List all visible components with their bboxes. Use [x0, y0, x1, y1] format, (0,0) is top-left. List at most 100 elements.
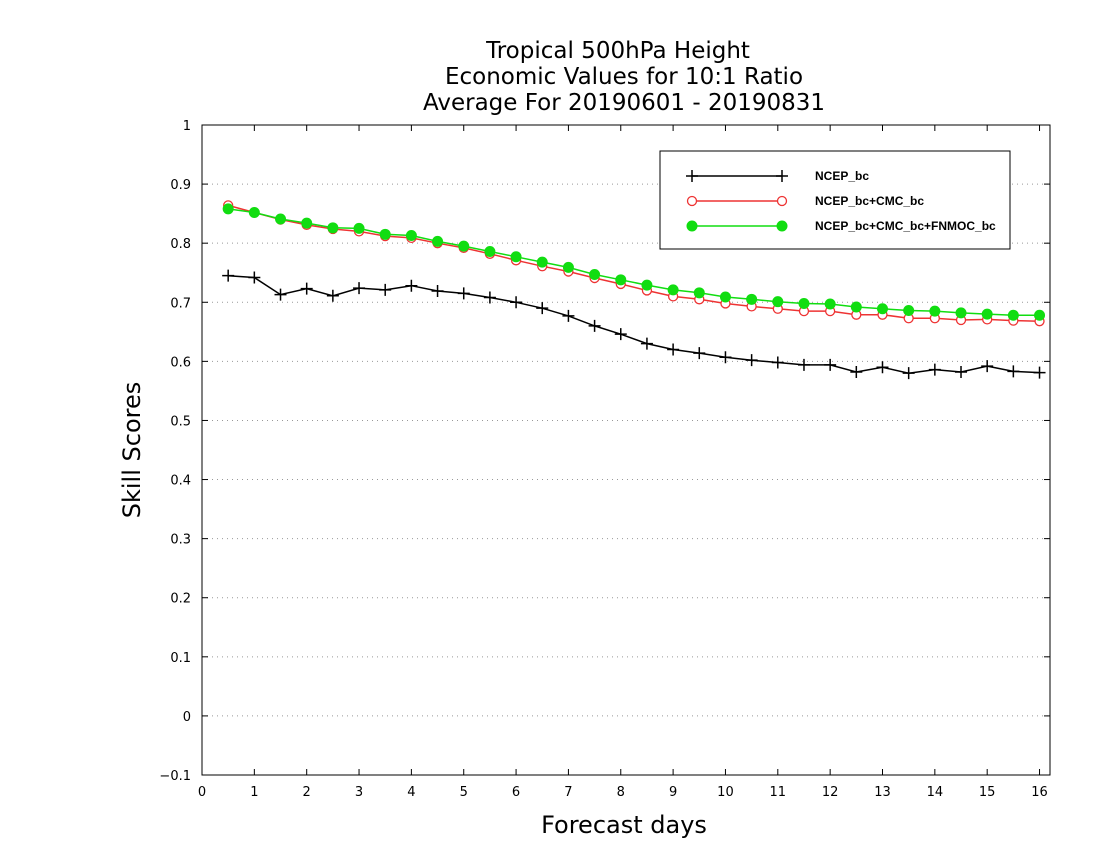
x-tick-label: 12 — [822, 785, 839, 800]
y-tick-label: 0 — [183, 710, 191, 725]
filled-circle-marker — [275, 213, 287, 225]
plus-marker — [1007, 365, 1020, 378]
plus-marker — [797, 358, 810, 371]
grid-layer — [202, 183, 1050, 717]
plus-marker — [640, 337, 653, 350]
series-line — [228, 274, 1040, 374]
plus-marker — [776, 170, 788, 182]
legend-label: NCEP_bc+CMC_bc — [815, 194, 924, 208]
x-axis-title: Forecast days — [541, 811, 707, 839]
y-tick-label: 0.3 — [170, 533, 191, 548]
filled-circle-marker — [798, 297, 810, 309]
y-tick-label: 0.7 — [170, 296, 191, 311]
plus-marker — [588, 319, 601, 332]
legend-items: NCEP_bc NCEP_bc+CMC_bc NCEP_bc+CMC_bc+FNMO… — [686, 169, 996, 233]
x-tick-label: 4 — [407, 785, 415, 800]
chart-title-line-1: Tropical 500hPa Height — [485, 38, 750, 64]
x-tick-label: 16 — [1031, 785, 1048, 800]
plus-marker — [379, 283, 392, 296]
x-tick-label: 14 — [927, 785, 944, 800]
filled-circle-marker — [510, 251, 522, 263]
filled-circle-marker — [615, 274, 627, 286]
y-tick-label: 1 — [183, 119, 191, 134]
legend-item: NCEP_bc+CMC_bc — [686, 194, 924, 208]
legend: NCEP_bc NCEP_bc+CMC_bc NCEP_bc+CMC_bc+FNMO… — [659, 150, 1011, 250]
plus-marker — [431, 285, 444, 298]
plus-marker — [562, 309, 575, 322]
filled-circle-marker — [589, 269, 601, 280]
filled-circle-marker — [1007, 309, 1019, 321]
plus-marker — [850, 366, 863, 378]
filled-circle-marker — [222, 203, 234, 215]
y-tick-label: 0.2 — [170, 592, 191, 607]
plus-marker — [457, 287, 470, 300]
plus-marker — [536, 302, 549, 315]
filled-circle-marker — [248, 206, 260, 218]
filled-circle-marker — [824, 298, 836, 310]
filled-circle-marker — [776, 220, 788, 232]
legend-box — [659, 150, 1011, 250]
legend-label: NCEP_bc+CMC_bc+FNMOC_bc — [815, 219, 996, 233]
y-tick-label: 0.6 — [170, 355, 191, 370]
legend-label: NCEP_bc — [815, 169, 869, 183]
x-tick-label: 10 — [717, 785, 734, 800]
x-tick-label: 11 — [770, 785, 787, 800]
plus-marker — [405, 279, 418, 292]
plus-marker — [745, 354, 758, 367]
legend-item: NCEP_bc+CMC_bc+FNMOC_bc — [686, 219, 996, 233]
plus-marker — [719, 351, 732, 364]
filled-circle-marker — [562, 261, 574, 273]
x-tick-label: 13 — [874, 785, 891, 800]
plus-marker — [326, 289, 339, 302]
plus-marker — [222, 269, 235, 282]
filled-circle-marker — [686, 220, 698, 232]
x-tick-label: 3 — [355, 785, 363, 800]
plus-marker — [667, 343, 680, 356]
filled-circle-marker — [458, 240, 470, 252]
plus-marker — [876, 361, 889, 374]
plus-marker — [771, 356, 784, 369]
chart-title-line-2: Economic Values for 10:1 Ratio — [445, 64, 803, 90]
open-circle-marker — [686, 195, 698, 207]
x-tick-label: 8 — [617, 785, 625, 800]
series-1 — [222, 269, 1046, 380]
x-tick-label: 5 — [460, 785, 468, 800]
filled-circle-marker — [772, 296, 784, 308]
open-circle-marker — [776, 195, 788, 207]
plus-marker — [693, 347, 706, 360]
filled-circle-marker — [876, 303, 888, 315]
filled-circle-marker — [850, 301, 862, 313]
plus-marker — [614, 328, 627, 341]
filled-circle-marker — [667, 284, 679, 296]
tick-layer: −0.100.10.20.30.40.50.60.70.80.910 1 2 3 4 5 6… — [159, 119, 1050, 800]
filled-circle-marker — [641, 279, 653, 291]
legend-item: NCEP_bc — [686, 169, 869, 183]
filled-circle-marker — [746, 293, 758, 305]
filled-circle-marker — [353, 222, 365, 234]
plus-marker — [274, 288, 287, 301]
plus-marker — [510, 296, 523, 309]
filled-circle-marker — [1034, 309, 1046, 321]
filled-circle-marker — [405, 230, 417, 241]
y-tick-label: 0.5 — [170, 414, 191, 429]
plus-marker — [981, 360, 994, 373]
y-tick-label: 0.1 — [170, 651, 191, 666]
x-tick-label: 0 — [198, 785, 206, 800]
x-tick-label: 1 — [250, 785, 258, 800]
filled-circle-marker — [301, 217, 313, 229]
filled-circle-marker — [327, 222, 339, 234]
plot-frame — [201, 124, 1051, 776]
y-tick-label: 0.4 — [170, 474, 191, 489]
filled-circle-marker — [536, 256, 548, 268]
plus-marker — [824, 358, 837, 371]
plus-marker — [686, 170, 698, 182]
plus-marker — [248, 271, 261, 284]
y-tick-label: −0.1 — [159, 769, 191, 784]
plus-marker — [483, 291, 496, 304]
filled-circle-marker — [484, 245, 496, 257]
plus-marker — [1033, 366, 1046, 379]
plus-marker — [955, 366, 968, 378]
y-axis-title: Skill Scores — [118, 382, 146, 519]
